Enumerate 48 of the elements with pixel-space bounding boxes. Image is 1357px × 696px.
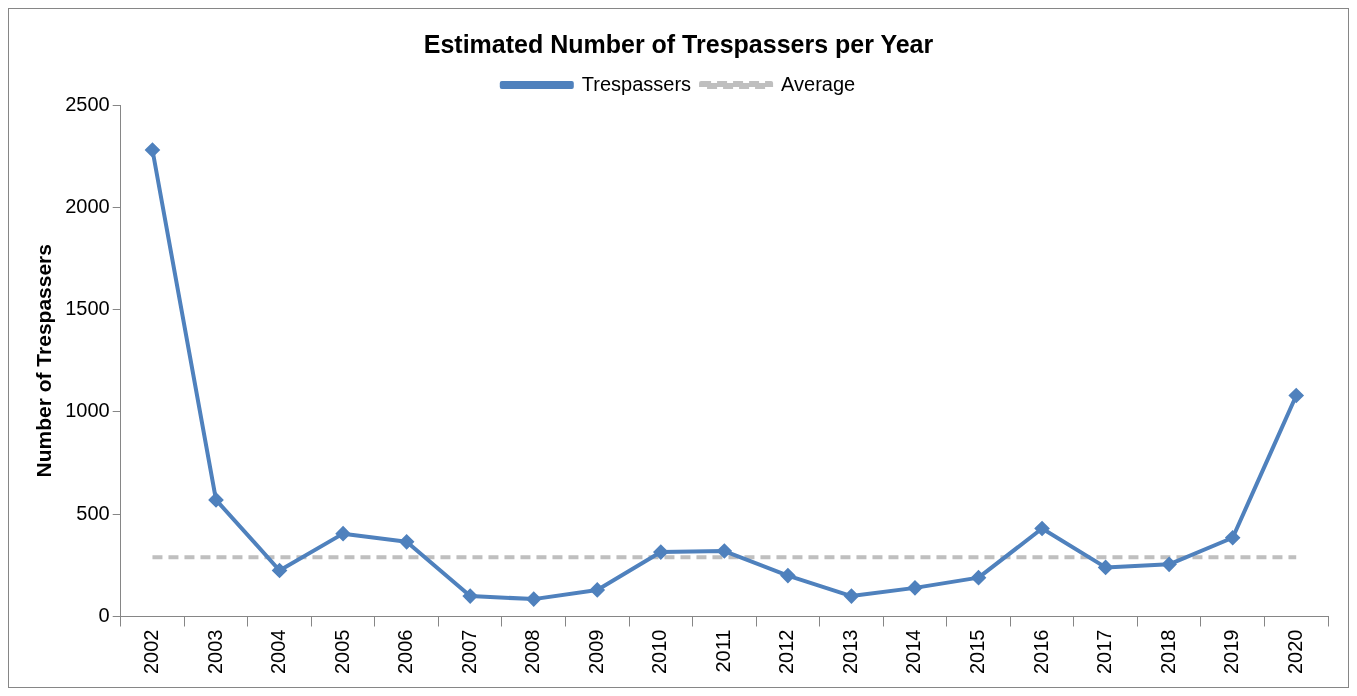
point xyxy=(526,592,541,607)
legend-label: Trespassers xyxy=(581,72,692,95)
x-tick-label: 2017 xyxy=(1093,629,1116,675)
point xyxy=(717,544,732,559)
x-tick-label: 2015 xyxy=(966,629,989,675)
point xyxy=(272,563,287,578)
x-tick-label: 2003 xyxy=(203,629,226,675)
x-tick-label: 2008 xyxy=(521,629,544,675)
x-tick-label: 2016 xyxy=(1029,629,1052,675)
point xyxy=(653,545,668,560)
y-tick-label: 1000 xyxy=(65,399,110,422)
point xyxy=(209,492,224,507)
x-tick-label: 2010 xyxy=(648,629,671,675)
point xyxy=(1289,388,1304,403)
y-tick-label: 2500 xyxy=(65,92,110,115)
y-tick-label: 0 xyxy=(98,604,110,627)
point xyxy=(145,143,160,158)
point xyxy=(1225,530,1240,545)
x-tick-label: 2009 xyxy=(584,629,607,675)
x-tick-label: 2007 xyxy=(457,629,480,675)
x-tick-label: 2020 xyxy=(1283,629,1306,675)
point xyxy=(590,582,605,597)
point xyxy=(463,589,478,604)
x-tick-label: 2019 xyxy=(1220,629,1243,675)
point xyxy=(1035,521,1050,536)
y-axis-title: Number of Trespassers xyxy=(32,244,56,478)
x-tick-label: 2012 xyxy=(775,629,798,675)
chart-title: Estimated Number of Trespassers per Year xyxy=(423,29,934,58)
y-tick-label: 2000 xyxy=(65,194,110,217)
x-tick-label: 2004 xyxy=(267,629,290,675)
point xyxy=(780,568,795,583)
x-tick-label: 2005 xyxy=(330,629,353,675)
x-tick-label: 2002 xyxy=(139,629,162,675)
x-tick-label: 2011 xyxy=(711,629,734,673)
point xyxy=(1098,560,1113,575)
y-tick-label: 500 xyxy=(76,501,110,524)
point xyxy=(336,526,351,541)
legend-label: Average xyxy=(781,72,856,95)
y-tick-label: 1500 xyxy=(65,297,110,320)
x-tick-label: 2006 xyxy=(394,629,417,675)
point xyxy=(907,580,922,595)
x-tick-label: 2018 xyxy=(1156,629,1179,675)
point xyxy=(844,589,859,604)
x-tick-label: 2014 xyxy=(902,629,925,675)
point xyxy=(399,534,414,549)
point xyxy=(1162,557,1177,572)
point xyxy=(971,570,986,585)
x-tick-label: 2013 xyxy=(838,629,861,675)
